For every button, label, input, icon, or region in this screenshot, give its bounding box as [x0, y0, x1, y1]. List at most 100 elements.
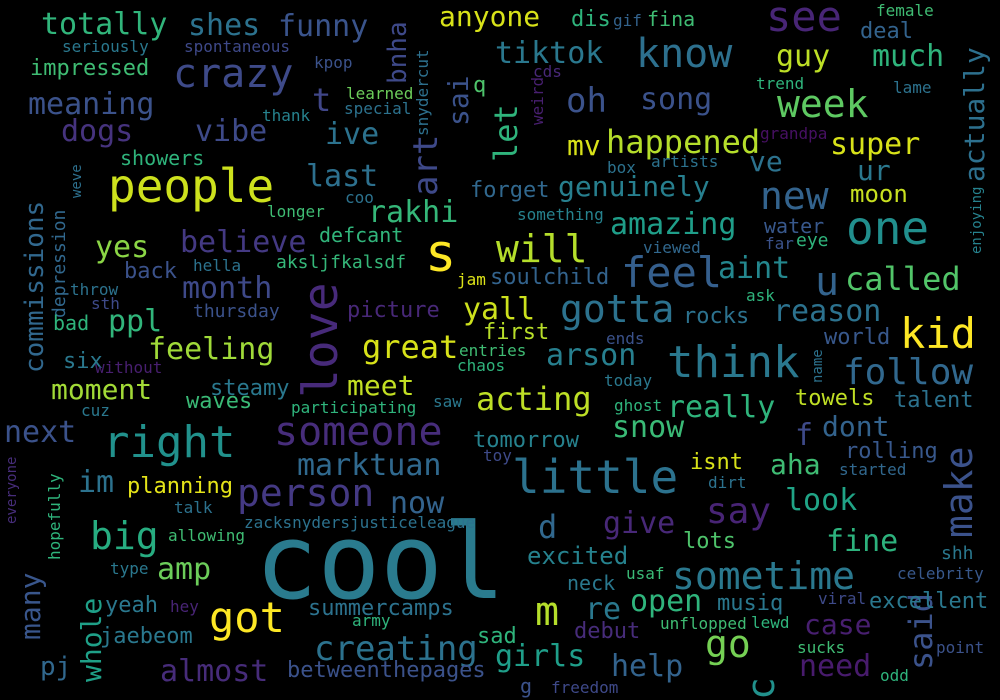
word-usaf: usaf	[626, 564, 665, 583]
word-make: make	[937, 446, 981, 538]
word-girls: girls	[495, 639, 586, 674]
word-talent: talent	[894, 388, 974, 413]
word-think: think	[667, 337, 800, 388]
word-far: far	[765, 234, 794, 253]
word-s: s	[425, 224, 457, 284]
word-sad: sad	[477, 624, 517, 649]
word-creating: creating	[314, 629, 478, 669]
word-really: really	[667, 390, 776, 425]
word-toy: toy	[483, 446, 512, 465]
word-longer: longer	[267, 202, 325, 221]
word-betweenthepages: betweenthepages	[287, 658, 486, 683]
word-almost: almost	[160, 654, 269, 689]
word-dogs: dogs	[61, 114, 134, 149]
word-know: know	[636, 31, 733, 77]
word-entries: entries	[459, 341, 527, 360]
word-much: much	[872, 39, 945, 74]
word-started: started	[839, 460, 907, 479]
word-art: art	[406, 134, 446, 196]
word-impressed: impressed	[30, 56, 150, 81]
word-depression: depression	[49, 209, 70, 318]
word-something: something	[517, 205, 604, 224]
word-neck: neck	[567, 571, 616, 595]
word-amazing: amazing	[610, 207, 737, 242]
word-lewd: lewd	[751, 613, 790, 632]
word-dirt: dirt	[708, 473, 747, 492]
word-jaebeom: jaebeom	[100, 624, 193, 649]
word-allowing: allowing	[168, 526, 246, 545]
word-genuinely: genuinely	[558, 170, 710, 203]
word-guy: guy	[776, 39, 831, 74]
word-need: need	[799, 649, 872, 684]
word-big: big	[90, 514, 159, 558]
word-forget: forget	[470, 178, 550, 203]
word-talk: talk	[174, 498, 213, 517]
word-saw: saw	[433, 392, 462, 411]
word-bad: bad	[53, 311, 90, 335]
word-will: will	[496, 227, 588, 271]
word-snow: snow	[612, 410, 685, 445]
word-odd: odd	[880, 666, 909, 685]
word-actually: actually	[958, 47, 991, 182]
word-see: see	[766, 0, 842, 41]
word-person: person	[237, 471, 375, 515]
word-yall: yall	[463, 292, 536, 327]
word-snydercut: snydercut	[413, 49, 432, 136]
word-g: g	[520, 674, 533, 698]
word-give: give	[603, 506, 676, 541]
word-coo: coo	[345, 188, 374, 207]
word-someone: someone	[274, 409, 443, 455]
word-marktuan: marktuan	[297, 448, 442, 483]
word-let: let	[487, 104, 525, 162]
word-spontaneous: spontaneous	[184, 37, 290, 56]
word-aksljfkalsdf: aksljfkalsdf	[276, 252, 407, 273]
word-artists: artists	[651, 152, 719, 171]
word-sucks: sucks	[797, 638, 846, 657]
word-zacksnydersjusticeleague: zacksnydersjusticeleague	[244, 513, 476, 532]
word-month: month	[182, 271, 273, 306]
word-happened: happened	[606, 123, 761, 161]
word-amp: amp	[157, 552, 212, 587]
word-excited: excited	[527, 542, 629, 570]
word-viral: viral	[818, 589, 867, 608]
word-say: say	[706, 491, 772, 532]
word-eye: eye	[796, 230, 829, 251]
word-love: love	[293, 282, 349, 398]
word-ask: ask	[746, 286, 775, 305]
word-lame: lame	[893, 78, 932, 97]
word-yeah: yeah	[105, 593, 158, 618]
word-participating: participating	[291, 398, 417, 417]
word-ppl: ppl	[108, 304, 163, 339]
word-commissions: commissions	[20, 200, 50, 373]
word-water: water	[764, 214, 825, 238]
word-freedom: freedom	[551, 678, 619, 697]
word-ghost: ghost	[614, 396, 663, 415]
word-fina: fina	[647, 7, 696, 31]
word-t: t	[312, 81, 332, 119]
word-song: song	[640, 82, 713, 117]
word-called: called	[845, 260, 961, 298]
word-picture: picture	[347, 298, 440, 323]
word-d: d	[538, 508, 558, 546]
word-one: one	[846, 201, 930, 255]
word-mv: mv	[567, 129, 601, 162]
word-rolling: rolling	[845, 439, 938, 464]
word-yes: yes	[95, 230, 150, 265]
word-sai: sai	[442, 75, 475, 126]
word-shes: shes	[188, 8, 261, 43]
word-thank: thank	[262, 106, 311, 125]
word-feel: feel	[621, 248, 723, 297]
word-moon: moon	[850, 180, 908, 208]
word-rakhi: rakhi	[368, 195, 459, 230]
word-defcant: defcant	[319, 223, 404, 247]
word-excellent: excellent	[869, 589, 989, 614]
word-re: re	[585, 592, 622, 627]
word-tomorrow: tomorrow	[473, 428, 579, 453]
word-many: many	[14, 572, 47, 640]
word-back: back	[124, 259, 177, 284]
word-hopefully: hopefully	[45, 473, 64, 560]
word-lots: lots	[683, 529, 736, 554]
word-aha: aha	[770, 448, 821, 481]
word-aint: aint	[718, 251, 791, 286]
